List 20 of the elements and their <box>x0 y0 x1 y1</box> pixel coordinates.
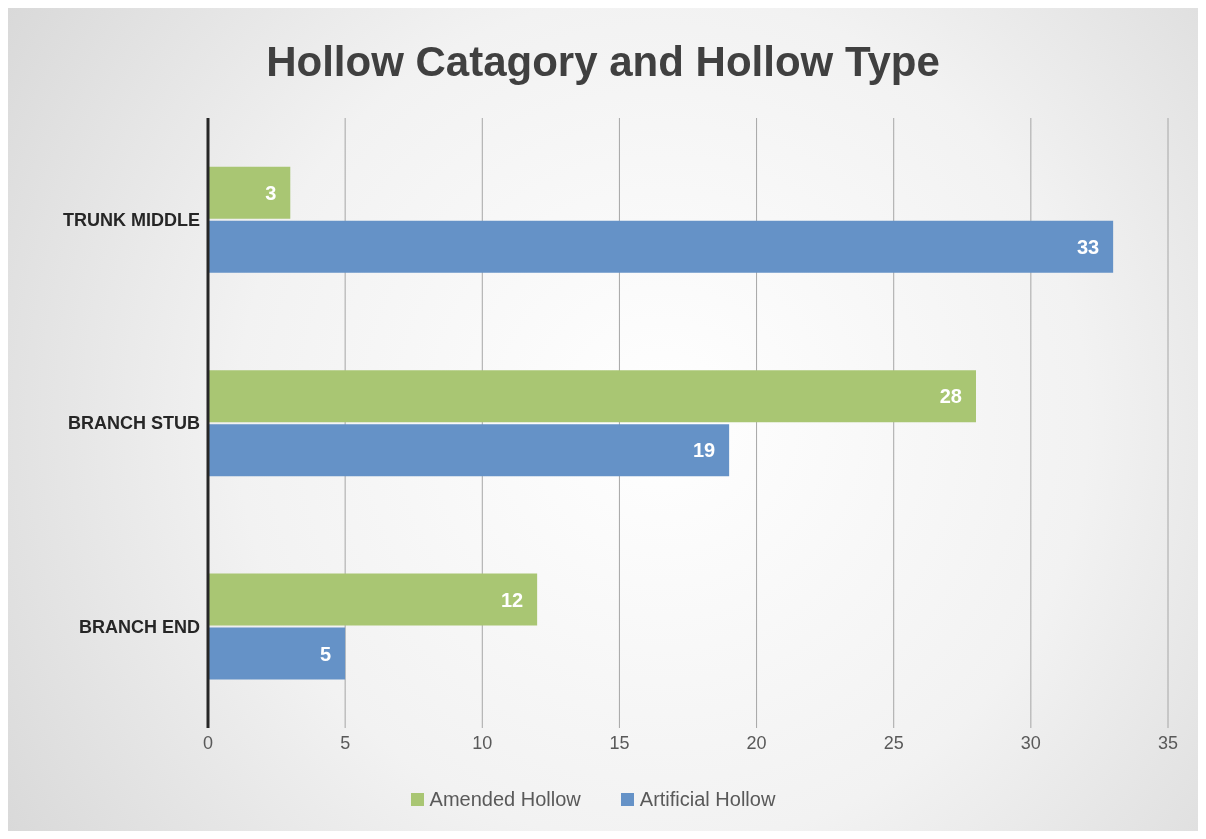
data-label: 19 <box>692 439 716 462</box>
x-tick-label: 5 <box>340 732 351 753</box>
data-label: 12 <box>500 588 524 611</box>
x-tick-label: 15 <box>609 732 630 753</box>
y-tick-label: BRANCH END <box>79 616 200 637</box>
x-tick-label: 25 <box>883 732 904 753</box>
legend-label: Artificial Hollow <box>639 788 776 811</box>
data-label: 33 <box>1076 235 1100 258</box>
x-tick-label: 10 <box>472 732 493 753</box>
data-label: 28 <box>939 385 962 408</box>
legend-label: Amended Hollow <box>429 788 581 811</box>
data-label: 5 <box>320 642 332 665</box>
x-tick-label: 35 <box>1157 732 1179 753</box>
y-tick-label: BRANCH STUB <box>68 413 200 434</box>
y-tick-label: TRUNK MIDDLE <box>63 210 200 231</box>
x-tick-label: 20 <box>746 732 767 753</box>
x-tick-label: 0 <box>202 732 214 753</box>
data-label: 3 <box>265 181 277 204</box>
chart-title: Hollow Catagory and Hollow Type <box>265 38 941 86</box>
x-tick-label: 30 <box>1020 732 1041 753</box>
